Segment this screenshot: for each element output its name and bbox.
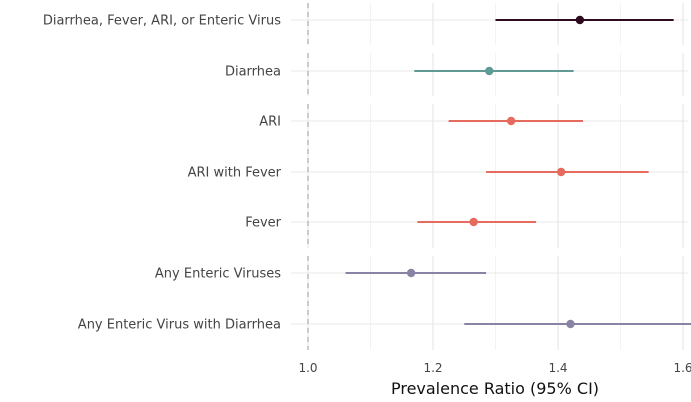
x-tick-label: 1.0 xyxy=(298,361,317,375)
row-label: Diarrhea, Fever, ARI, or Enteric Virus xyxy=(43,14,281,29)
row-label: ARI with Fever xyxy=(188,166,282,181)
estimate-point xyxy=(469,217,478,227)
x-tick-label: 1.4 xyxy=(548,361,567,375)
x-tick-label: 1.2 xyxy=(423,361,442,375)
row-labels: Diarrhea, Fever, ARI, or Enteric Virus Di… xyxy=(43,14,282,333)
row-label: ARI xyxy=(259,115,281,130)
estimate-point xyxy=(406,268,416,278)
estimate-point xyxy=(575,15,585,25)
estimate-point xyxy=(556,167,566,177)
panel-1 xyxy=(291,3,688,45)
row-label: Diarrhea xyxy=(225,65,281,80)
panel-3 xyxy=(291,104,688,248)
x-axis-ticks: 1.0 1.2 1.4 1.6 xyxy=(298,361,691,375)
x-axis-title: Prevalence Ratio (95% CI) xyxy=(391,379,599,398)
panel-backgrounds xyxy=(291,3,688,350)
estimate-point xyxy=(566,319,575,329)
estimate-point xyxy=(506,116,516,126)
row-label: Any Enteric Virus with Diarrhea xyxy=(78,318,281,333)
row-label: Any Enteric Viruses xyxy=(155,267,281,282)
row-label: Fever xyxy=(245,216,281,231)
estimate-point xyxy=(485,66,494,76)
estimate-rows xyxy=(345,15,691,329)
x-tick-label: 1.6 xyxy=(673,361,691,375)
panel-4 xyxy=(291,256,688,350)
